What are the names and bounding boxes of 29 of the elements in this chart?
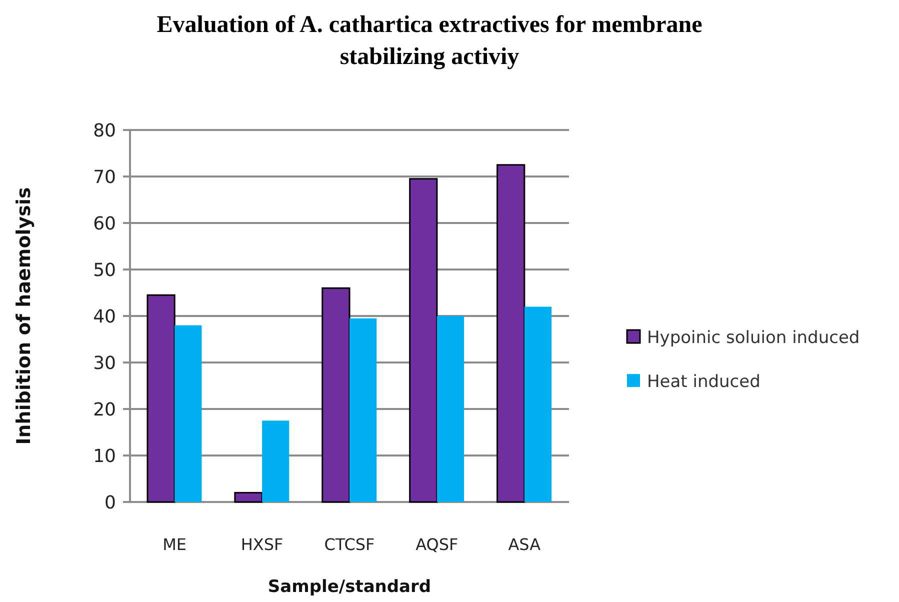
bar xyxy=(496,164,526,503)
x-tick-label: HXSF xyxy=(240,535,284,554)
y-tick-label: 50 xyxy=(93,260,116,281)
y-tick-label: 80 xyxy=(93,120,116,142)
legend-label: Heat induced xyxy=(647,372,760,392)
y-tick-label: 40 xyxy=(93,306,116,328)
bar xyxy=(409,178,438,503)
bar xyxy=(146,294,176,503)
bar xyxy=(174,325,202,502)
legend-label: Hypoinic soluion induced xyxy=(647,328,860,348)
x-axis-title: Sample/standard xyxy=(268,577,432,597)
y-tick-label: 70 xyxy=(93,166,116,188)
y-tick-label: 10 xyxy=(93,446,116,467)
y-tick-label: 20 xyxy=(93,399,116,420)
y-tick-label: 0 xyxy=(104,492,116,514)
x-tick-label: ME xyxy=(162,535,187,554)
y-tick-label: 60 xyxy=(93,213,116,234)
x-tick-label: ASA xyxy=(508,535,541,554)
x-tick-label: AQSF xyxy=(416,535,458,554)
bar xyxy=(322,287,350,503)
y-tick-label: 30 xyxy=(93,352,116,374)
bar xyxy=(350,318,377,502)
bar xyxy=(436,316,464,502)
x-tick-label: CTCSF xyxy=(324,535,375,554)
bar xyxy=(524,306,552,502)
chart-title: Evaluation of A. cathartica extractives for membrane stabilizing activiy xyxy=(156,12,703,70)
bar xyxy=(234,492,263,503)
y-axis-title: Inhibition of haemolysis xyxy=(13,187,35,445)
bar xyxy=(262,420,290,502)
